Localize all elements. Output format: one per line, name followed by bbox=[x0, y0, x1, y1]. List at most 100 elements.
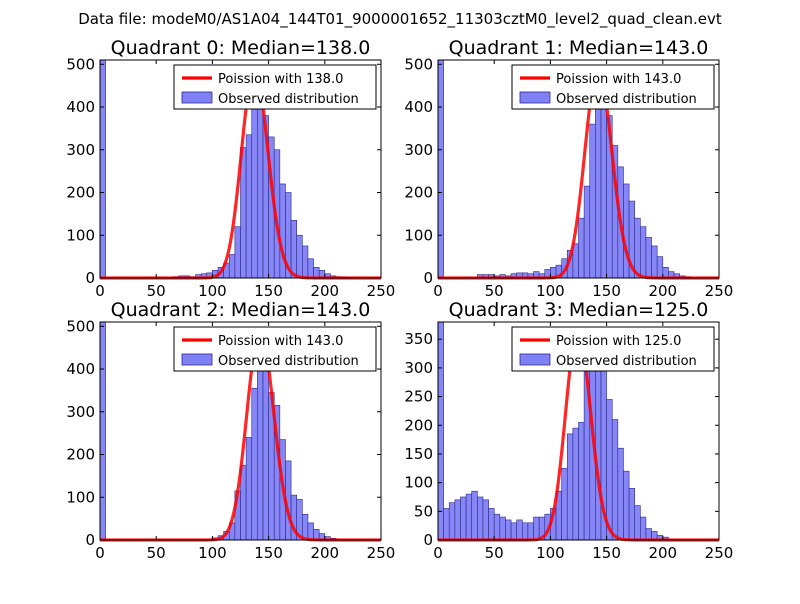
histogram-bar bbox=[623, 471, 629, 540]
histogram-bar bbox=[646, 237, 652, 278]
histogram-bar bbox=[483, 500, 489, 540]
histogram-bar bbox=[595, 348, 601, 540]
histogram-bar bbox=[308, 259, 314, 278]
legend-bar-swatch bbox=[520, 92, 550, 103]
legend-line-label: Poission with 125.0 bbox=[556, 334, 681, 349]
y-tick-label: 200 bbox=[66, 184, 95, 202]
x-tick-label: 0 bbox=[95, 282, 105, 300]
histogram-bar bbox=[455, 500, 461, 540]
histogram-bar bbox=[601, 107, 607, 278]
y-tick-label: 500 bbox=[404, 55, 433, 73]
x-tick-label: 250 bbox=[705, 282, 734, 300]
histogram-bar bbox=[618, 448, 624, 540]
x-tick-label: 0 bbox=[95, 544, 105, 562]
histogram-bar bbox=[252, 388, 258, 540]
y-tick-label: 300 bbox=[404, 141, 433, 159]
histogram-bar bbox=[246, 437, 252, 540]
legend-bar-swatch bbox=[182, 92, 212, 103]
histogram-bar bbox=[579, 422, 585, 540]
legend-line-label: Poission with 143.0 bbox=[218, 334, 343, 349]
y-tick-label: 200 bbox=[404, 416, 433, 434]
histogram-bar bbox=[494, 514, 500, 540]
histogram-bar bbox=[500, 517, 506, 540]
histogram-bar bbox=[635, 218, 641, 278]
histogram-bar bbox=[297, 235, 303, 278]
legend-line-label: Poission with 138.0 bbox=[218, 72, 343, 87]
legend: Poission with 138.0 Observed distribution bbox=[174, 65, 376, 109]
y-tick-label: 0 bbox=[85, 531, 95, 549]
histogram-bar bbox=[657, 257, 663, 278]
histogram-bar bbox=[472, 491, 478, 540]
y-tick-label: 0 bbox=[423, 531, 433, 549]
y-tick-label: 0 bbox=[423, 269, 433, 287]
legend-bar-swatch bbox=[520, 354, 550, 365]
x-tick-label: 150 bbox=[592, 544, 621, 562]
histogram-bar bbox=[522, 523, 528, 540]
x-tick-label: 250 bbox=[705, 544, 734, 562]
y-tick-label: 400 bbox=[404, 98, 433, 116]
histogram-bar bbox=[438, 322, 444, 540]
histogram-bar bbox=[590, 124, 596, 278]
y-tick-label: 300 bbox=[66, 403, 95, 421]
y-tick-label: 100 bbox=[404, 226, 433, 244]
x-tick-label: 100 bbox=[536, 282, 565, 300]
y-tick-label: 300 bbox=[66, 141, 95, 159]
histogram-bar bbox=[579, 218, 585, 278]
legend-bar-label: Observed distribution bbox=[218, 92, 359, 107]
legend-bar-label: Observed distribution bbox=[556, 92, 697, 107]
subplot-title: Quadrant 0: Median=138.0 bbox=[111, 37, 371, 59]
y-tick-label: 0 bbox=[85, 269, 95, 287]
x-tick-label: 50 bbox=[147, 544, 166, 562]
histogram-bar bbox=[257, 360, 263, 540]
y-tick-label: 350 bbox=[404, 330, 433, 348]
subplot-title: Quadrant 3: Median=125.0 bbox=[449, 299, 709, 321]
x-tick-label: 150 bbox=[592, 282, 621, 300]
histogram-bar bbox=[567, 434, 573, 540]
x-tick-label: 150 bbox=[254, 282, 283, 300]
histogram-bar bbox=[477, 497, 483, 540]
histogram-bar bbox=[607, 399, 613, 540]
y-tick-label: 200 bbox=[404, 184, 433, 202]
histogram-bar bbox=[460, 497, 466, 540]
x-tick-label: 0 bbox=[433, 282, 443, 300]
y-tick-label: 300 bbox=[404, 359, 433, 377]
x-tick-label: 100 bbox=[198, 282, 227, 300]
x-tick-label: 200 bbox=[648, 282, 677, 300]
histogram-bar bbox=[517, 520, 523, 540]
y-tick-label: 100 bbox=[404, 474, 433, 492]
histogram-bar bbox=[528, 523, 534, 540]
histogram-bar bbox=[489, 508, 495, 540]
histogram-bar bbox=[252, 90, 258, 278]
y-tick-label: 250 bbox=[404, 388, 433, 406]
subplot-title: Quadrant 2: Median=143.0 bbox=[111, 299, 371, 321]
histogram-bar bbox=[595, 103, 601, 278]
histogram-bar bbox=[646, 529, 652, 540]
y-tick-label: 100 bbox=[66, 488, 95, 506]
histogram-bar bbox=[438, 60, 444, 278]
histogram-bar bbox=[308, 523, 314, 540]
x-tick-label: 50 bbox=[485, 282, 504, 300]
x-tick-label: 100 bbox=[536, 544, 565, 562]
histogram-bar bbox=[573, 428, 579, 540]
y-tick-label: 500 bbox=[66, 317, 95, 335]
x-tick-label: 200 bbox=[648, 544, 677, 562]
x-tick-label: 50 bbox=[485, 544, 504, 562]
x-tick-label: 100 bbox=[198, 544, 227, 562]
histogram-bar bbox=[584, 186, 590, 278]
x-tick-label: 250 bbox=[367, 544, 396, 562]
histogram-bar bbox=[444, 508, 450, 540]
histogram-bar bbox=[229, 254, 235, 278]
histogram-bar bbox=[511, 523, 517, 540]
histogram-bar bbox=[235, 227, 241, 278]
legend-bar-label: Observed distribution bbox=[218, 354, 359, 369]
histogram-bar bbox=[629, 488, 635, 540]
histogram-bar bbox=[100, 60, 106, 278]
histogram-bar bbox=[302, 246, 308, 278]
